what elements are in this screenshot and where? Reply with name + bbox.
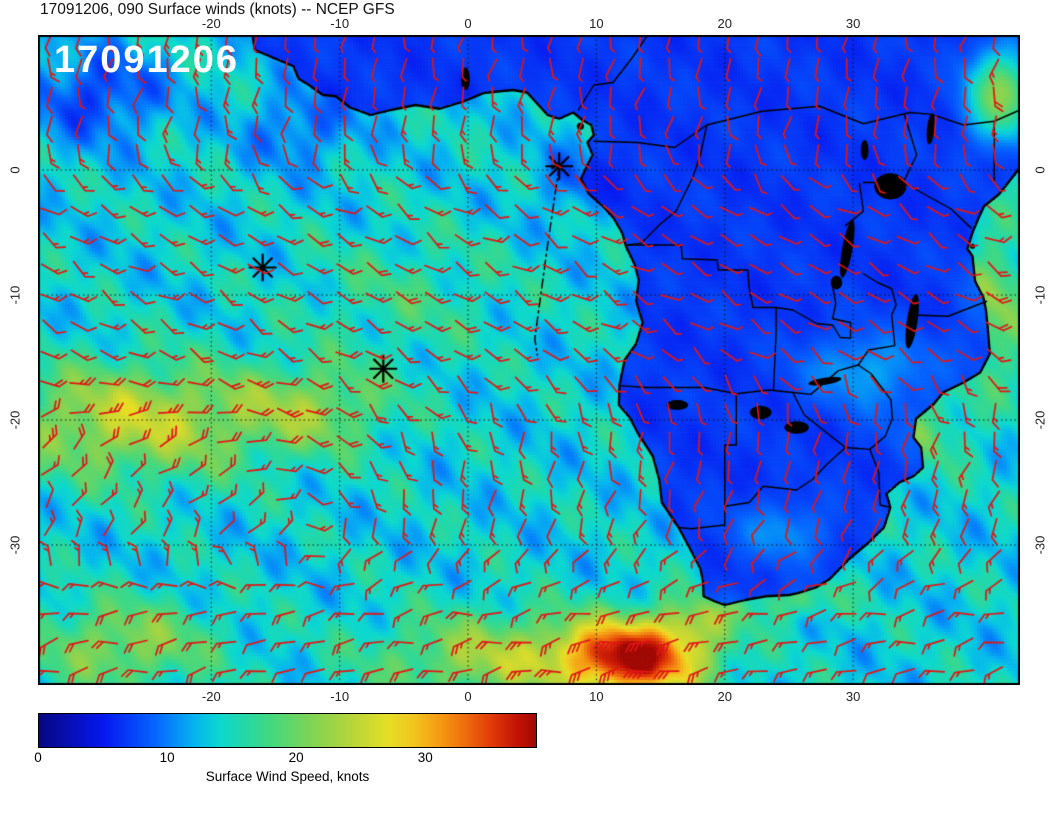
run-datetime-overlay: 17091206 [54, 39, 240, 81]
lat-axis-left: 0 -10 -20 -30 [6, 35, 24, 685]
map-plot: 17091206 [38, 35, 1020, 685]
lat-axis-right: 0 -10 -20 -30 [1031, 35, 1049, 685]
colorbar-tick-label: 30 [417, 750, 433, 765]
colorbar-tick-label: 20 [288, 750, 304, 765]
lat-tick-label: -10 [7, 285, 23, 305]
lon-tick-label: 10 [589, 16, 604, 31]
lat-tick-label: -20 [7, 410, 23, 430]
lat-tick-label: -30 [1032, 535, 1048, 555]
lon-tick-label: -20 [201, 16, 221, 31]
wind-speed-map-canvas [38, 35, 1020, 685]
lon-tick-label: 0 [464, 689, 472, 704]
colorbar-label: Surface Wind Speed, knots [205, 769, 370, 784]
lat-tick-label: -20 [1032, 410, 1048, 430]
figure-title: 17091206, 090 Surface winds (knots) -- N… [40, 1, 395, 18]
lon-tick-label: 10 [589, 689, 604, 704]
lat-tick-label: 0 [1032, 166, 1048, 174]
lon-tick-label: 30 [845, 16, 861, 31]
lon-tick-label: 20 [717, 689, 732, 704]
colorbar-tick-label: 0 [34, 750, 42, 765]
lon-tick-label: 20 [717, 16, 732, 31]
lon-tick-label: -10 [330, 16, 350, 31]
colorbar-tick-row: 0 10 20 30 [34, 748, 537, 766]
lat-tick-label: -30 [7, 535, 23, 555]
lon-tick-label: -10 [330, 689, 350, 704]
lat-tick-label: -10 [1032, 285, 1048, 305]
lon-tick-label: 30 [845, 689, 861, 704]
lon-tick-label: -20 [201, 689, 221, 704]
lon-tick-label: 0 [464, 16, 472, 31]
lat-tick-label: 0 [7, 166, 23, 174]
colorbar-tick-label: 10 [159, 750, 175, 765]
colorbar-block: 0 10 20 30 Surface Wind Speed, knots [34, 713, 537, 784]
lon-axis-top: -20 -10 0 10 20 30 [38, 16, 1020, 32]
lon-axis-bottom: -20 -10 0 10 20 30 [38, 689, 1020, 705]
colorbar-gradient [38, 713, 537, 748]
